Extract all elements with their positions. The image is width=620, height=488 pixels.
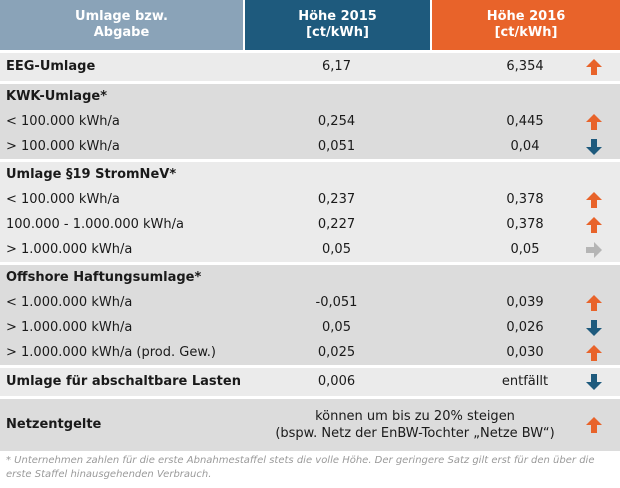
table-row: > 100.000 kWh/a 0,051 0,04: [0, 134, 620, 159]
down-arrow-icon: [586, 320, 602, 336]
value-2015: 0,006: [317, 374, 356, 389]
header-2016: Höhe 2016 [ct/kWh]: [430, 0, 620, 50]
table-row: Netzentgelte können um bis zu 20% steige…: [0, 399, 620, 451]
down-arrow-icon: [586, 139, 602, 155]
value-2015: 0,025: [317, 345, 356, 360]
row-label: < 100.000 kWh/a: [6, 114, 120, 129]
header-umlage-line2: Abgabe: [93, 25, 150, 40]
group-eeg: EEG-Umlage 6,17 6,354: [0, 50, 620, 81]
umlagen-table: Umlage bzw. Abgabe Höhe 2015 [ct/kWh] Hö…: [0, 0, 620, 451]
header-2016-line1: Höhe 2016: [486, 9, 566, 24]
table-row: > 1.000.000 kWh/a (prod. Gew.) 0,025 0,0…: [0, 340, 620, 365]
value-2015: 0,237: [317, 192, 356, 207]
netz-description: können um bis zu 20% steigen (bspw. Netz…: [265, 408, 565, 442]
value-2015: 0,05: [322, 320, 351, 335]
right-arrow-icon: [586, 242, 602, 258]
up-arrow-icon: [586, 192, 602, 208]
value-2015: 0,227: [317, 217, 356, 232]
value-2015: 6,17: [322, 59, 351, 74]
value-2016: 0,04: [510, 139, 540, 154]
group-title-row: Umlage §19 StromNeV*: [0, 162, 620, 187]
netz-text-line2: (bspw. Netz der EnBW-Tochter „Netze BW“): [275, 426, 555, 441]
up-arrow-icon: [586, 345, 602, 361]
value-2015: -0,051: [315, 295, 358, 310]
value-2016: 0,039: [506, 295, 544, 310]
header-umlage-line1: Umlage bzw.: [75, 9, 168, 24]
table-row: < 100.000 kWh/a 0,254 0,445: [0, 109, 620, 134]
group-abschaltbar: Umlage für abschaltbare Lasten 0,006 ent…: [0, 365, 620, 396]
value-2016: entfällt: [501, 374, 549, 389]
value-2016: 6,354: [506, 59, 544, 74]
row-label: > 1.000.000 kWh/a: [6, 242, 133, 257]
footnote: * Unternehmen zahlen für die erste Abnah…: [6, 455, 595, 480]
up-arrow-icon: [586, 59, 602, 75]
value-2016: 0,445: [506, 114, 544, 129]
table-row: > 1.000.000 kWh/a 0,05 0,05: [0, 237, 620, 262]
value-2016: 0,030: [506, 345, 544, 360]
value-2016: 0,05: [510, 242, 540, 257]
row-label: Netzentgelte: [6, 417, 102, 432]
group-title: Offshore Haftungsumlage*: [6, 270, 202, 285]
row-label: 100.000 - 1.000.000 kWh/a: [6, 217, 184, 232]
group-title: Umlage §19 StromNeV*: [6, 167, 177, 182]
table-row: < 1.000.000 kWh/a -0,051 0,039: [0, 290, 620, 315]
header-umlage: Umlage bzw. Abgabe: [0, 0, 243, 50]
up-arrow-icon: [586, 417, 602, 433]
table-row: Umlage für abschaltbare Lasten 0,006 ent…: [0, 368, 620, 396]
value-2016: 0,026: [506, 320, 544, 335]
group-netzentgelte: Netzentgelte können um bis zu 20% steige…: [0, 396, 620, 451]
row-label: Umlage für abschaltbare Lasten: [6, 374, 241, 389]
value-2015: 0,254: [317, 114, 356, 129]
table-row: 100.000 - 1.000.000 kWh/a 0,227 0,378: [0, 212, 620, 237]
table-row: < 100.000 kWh/a 0,237 0,378: [0, 187, 620, 212]
up-arrow-icon: [586, 114, 602, 130]
row-label: > 1.000.000 kWh/a (prod. Gew.): [6, 345, 216, 360]
group-title-row: Offshore Haftungsumlage*: [0, 265, 620, 290]
value-2016: 0,378: [506, 192, 544, 207]
value-2016: 0,378: [506, 217, 544, 232]
up-arrow-icon: [586, 295, 602, 311]
header-2015-line2: [ct/kWh]: [306, 25, 369, 40]
header-2015: Höhe 2015 [ct/kWh]: [243, 0, 430, 50]
value-2015: 0,051: [317, 139, 356, 154]
group-offshore: Offshore Haftungsumlage* < 1.000.000 kWh…: [0, 262, 620, 365]
up-arrow-icon: [586, 217, 602, 233]
row-label: < 100.000 kWh/a: [6, 192, 120, 207]
down-arrow-icon: [586, 374, 602, 390]
table-row: > 1.000.000 kWh/a 0,05 0,026: [0, 315, 620, 340]
row-label: > 1.000.000 kWh/a: [6, 320, 133, 335]
group-stromnev: Umlage §19 StromNeV* < 100.000 kWh/a 0,2…: [0, 159, 620, 262]
group-title-row: KWK-Umlage*: [0, 84, 620, 109]
value-2015: 0,05: [322, 242, 351, 257]
header-2015-line1: Höhe 2015: [298, 9, 377, 24]
group-title: KWK-Umlage*: [6, 89, 108, 104]
header-2016-line2: [ct/kWh]: [494, 25, 558, 40]
row-label: < 1.000.000 kWh/a: [6, 295, 133, 310]
row-label: EEG-Umlage: [6, 59, 96, 74]
table-header: Umlage bzw. Abgabe Höhe 2015 [ct/kWh] Hö…: [0, 0, 620, 50]
netz-text-line1: können um bis zu 20% steigen: [315, 409, 515, 424]
row-label: > 100.000 kWh/a: [6, 139, 120, 154]
group-kwk: KWK-Umlage* < 100.000 kWh/a 0,254 0,445 …: [0, 81, 620, 159]
table-row: EEG-Umlage 6,17 6,354: [0, 53, 620, 81]
